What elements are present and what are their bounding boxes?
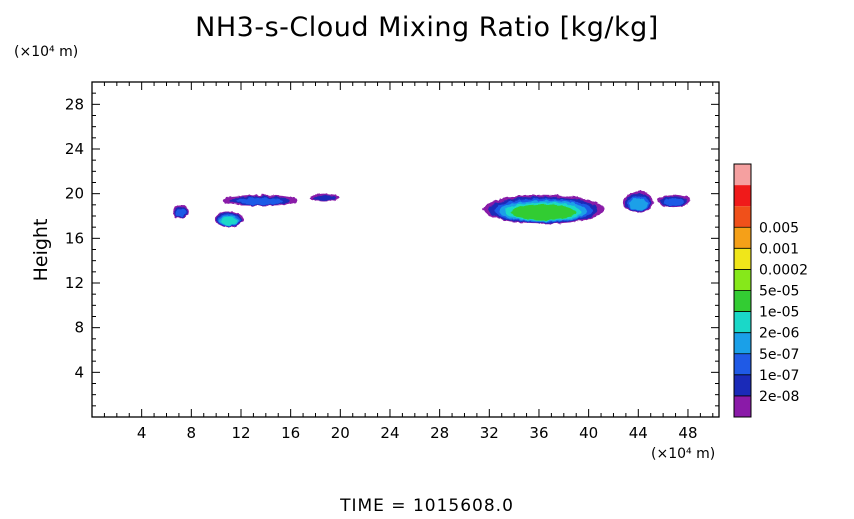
x-tick-label: 48 (678, 424, 697, 442)
colorbar-swatch (734, 269, 751, 291)
colorbar-label: 0.001 (759, 241, 799, 257)
x-tick-label: 40 (579, 424, 598, 442)
cloud-region (222, 194, 297, 206)
cloud-region (623, 191, 654, 213)
cloud-fields (172, 191, 691, 228)
cloud-level-band (175, 208, 186, 217)
x-tick-label: 44 (629, 424, 648, 442)
y-tick-label: 8 (74, 319, 84, 337)
x-tick-label: 12 (231, 424, 250, 442)
cloud-level-band (629, 197, 648, 211)
colorbar-swatch (734, 164, 751, 186)
colorbar-swatch (734, 248, 751, 270)
x-tick-label: 32 (480, 424, 499, 442)
x-tick-label: 24 (380, 424, 399, 442)
colorbar: 2e-08 1e-07 5e-07 2e-06 1e-05 5e-05 0.0002 0.00… (733, 163, 808, 418)
cloud-region (483, 194, 604, 224)
colorbar-label: 0.0002 (759, 262, 808, 278)
cloud-level-band (221, 216, 238, 226)
cloud-region (309, 193, 340, 202)
y-tick-label: 28 (65, 95, 84, 113)
cloud-level-band (313, 195, 335, 201)
cloud-level-band (510, 204, 576, 221)
y-axis-unit: (×10⁴ m) (14, 44, 79, 60)
colorbar-swatch (734, 332, 751, 354)
cloud-region (214, 211, 244, 228)
colorbar-label: 0.005 (759, 220, 799, 236)
y-tick-label: 24 (65, 140, 84, 158)
colorbar-swatch (734, 311, 751, 333)
colorbar-swatch (734, 185, 751, 207)
colorbar-label: 2e-08 (759, 389, 799, 405)
colorbar-label: 5e-05 (759, 284, 799, 300)
y-tick-label: 20 (65, 185, 84, 203)
colorbar-label: 2e-06 (759, 326, 799, 342)
colorbar-swatch (734, 206, 751, 228)
y-tick-label: 16 (65, 229, 84, 247)
x-tick-label: 4 (137, 424, 147, 442)
y-axis-label: Height (30, 219, 52, 282)
x-tick-label: 20 (331, 424, 350, 442)
cloud-region (656, 194, 691, 208)
colorbar-label: 1e-05 (759, 305, 799, 321)
x-tick-label: 8 (187, 424, 197, 442)
chart-title: NH3-s-Cloud Mixing Ratio [kg/kg] (195, 12, 659, 43)
x-tick-label: 28 (430, 424, 449, 442)
y-tick-label: 4 (74, 363, 84, 381)
time-label: TIME = 1015608.0 (340, 496, 514, 516)
cloud-region (172, 204, 189, 219)
plot-area (91, 81, 720, 418)
x-tick-label: 36 (529, 424, 548, 442)
cloud-level-band (236, 197, 284, 205)
x-tick-label: 16 (281, 424, 300, 442)
colorbar-swatch (734, 395, 751, 417)
cloud-level-band (663, 198, 685, 206)
colorbar-swatch (734, 290, 751, 312)
colorbar-label: 1e-07 (759, 368, 799, 384)
colorbar-swatch (734, 227, 751, 249)
y-tick-label: 12 (65, 274, 84, 292)
x-axis-unit: (×10⁴ m) (651, 446, 716, 462)
colorbar-swatch (734, 353, 751, 375)
colorbar-swatch (734, 374, 751, 396)
colorbar-label: 5e-07 (759, 347, 799, 363)
